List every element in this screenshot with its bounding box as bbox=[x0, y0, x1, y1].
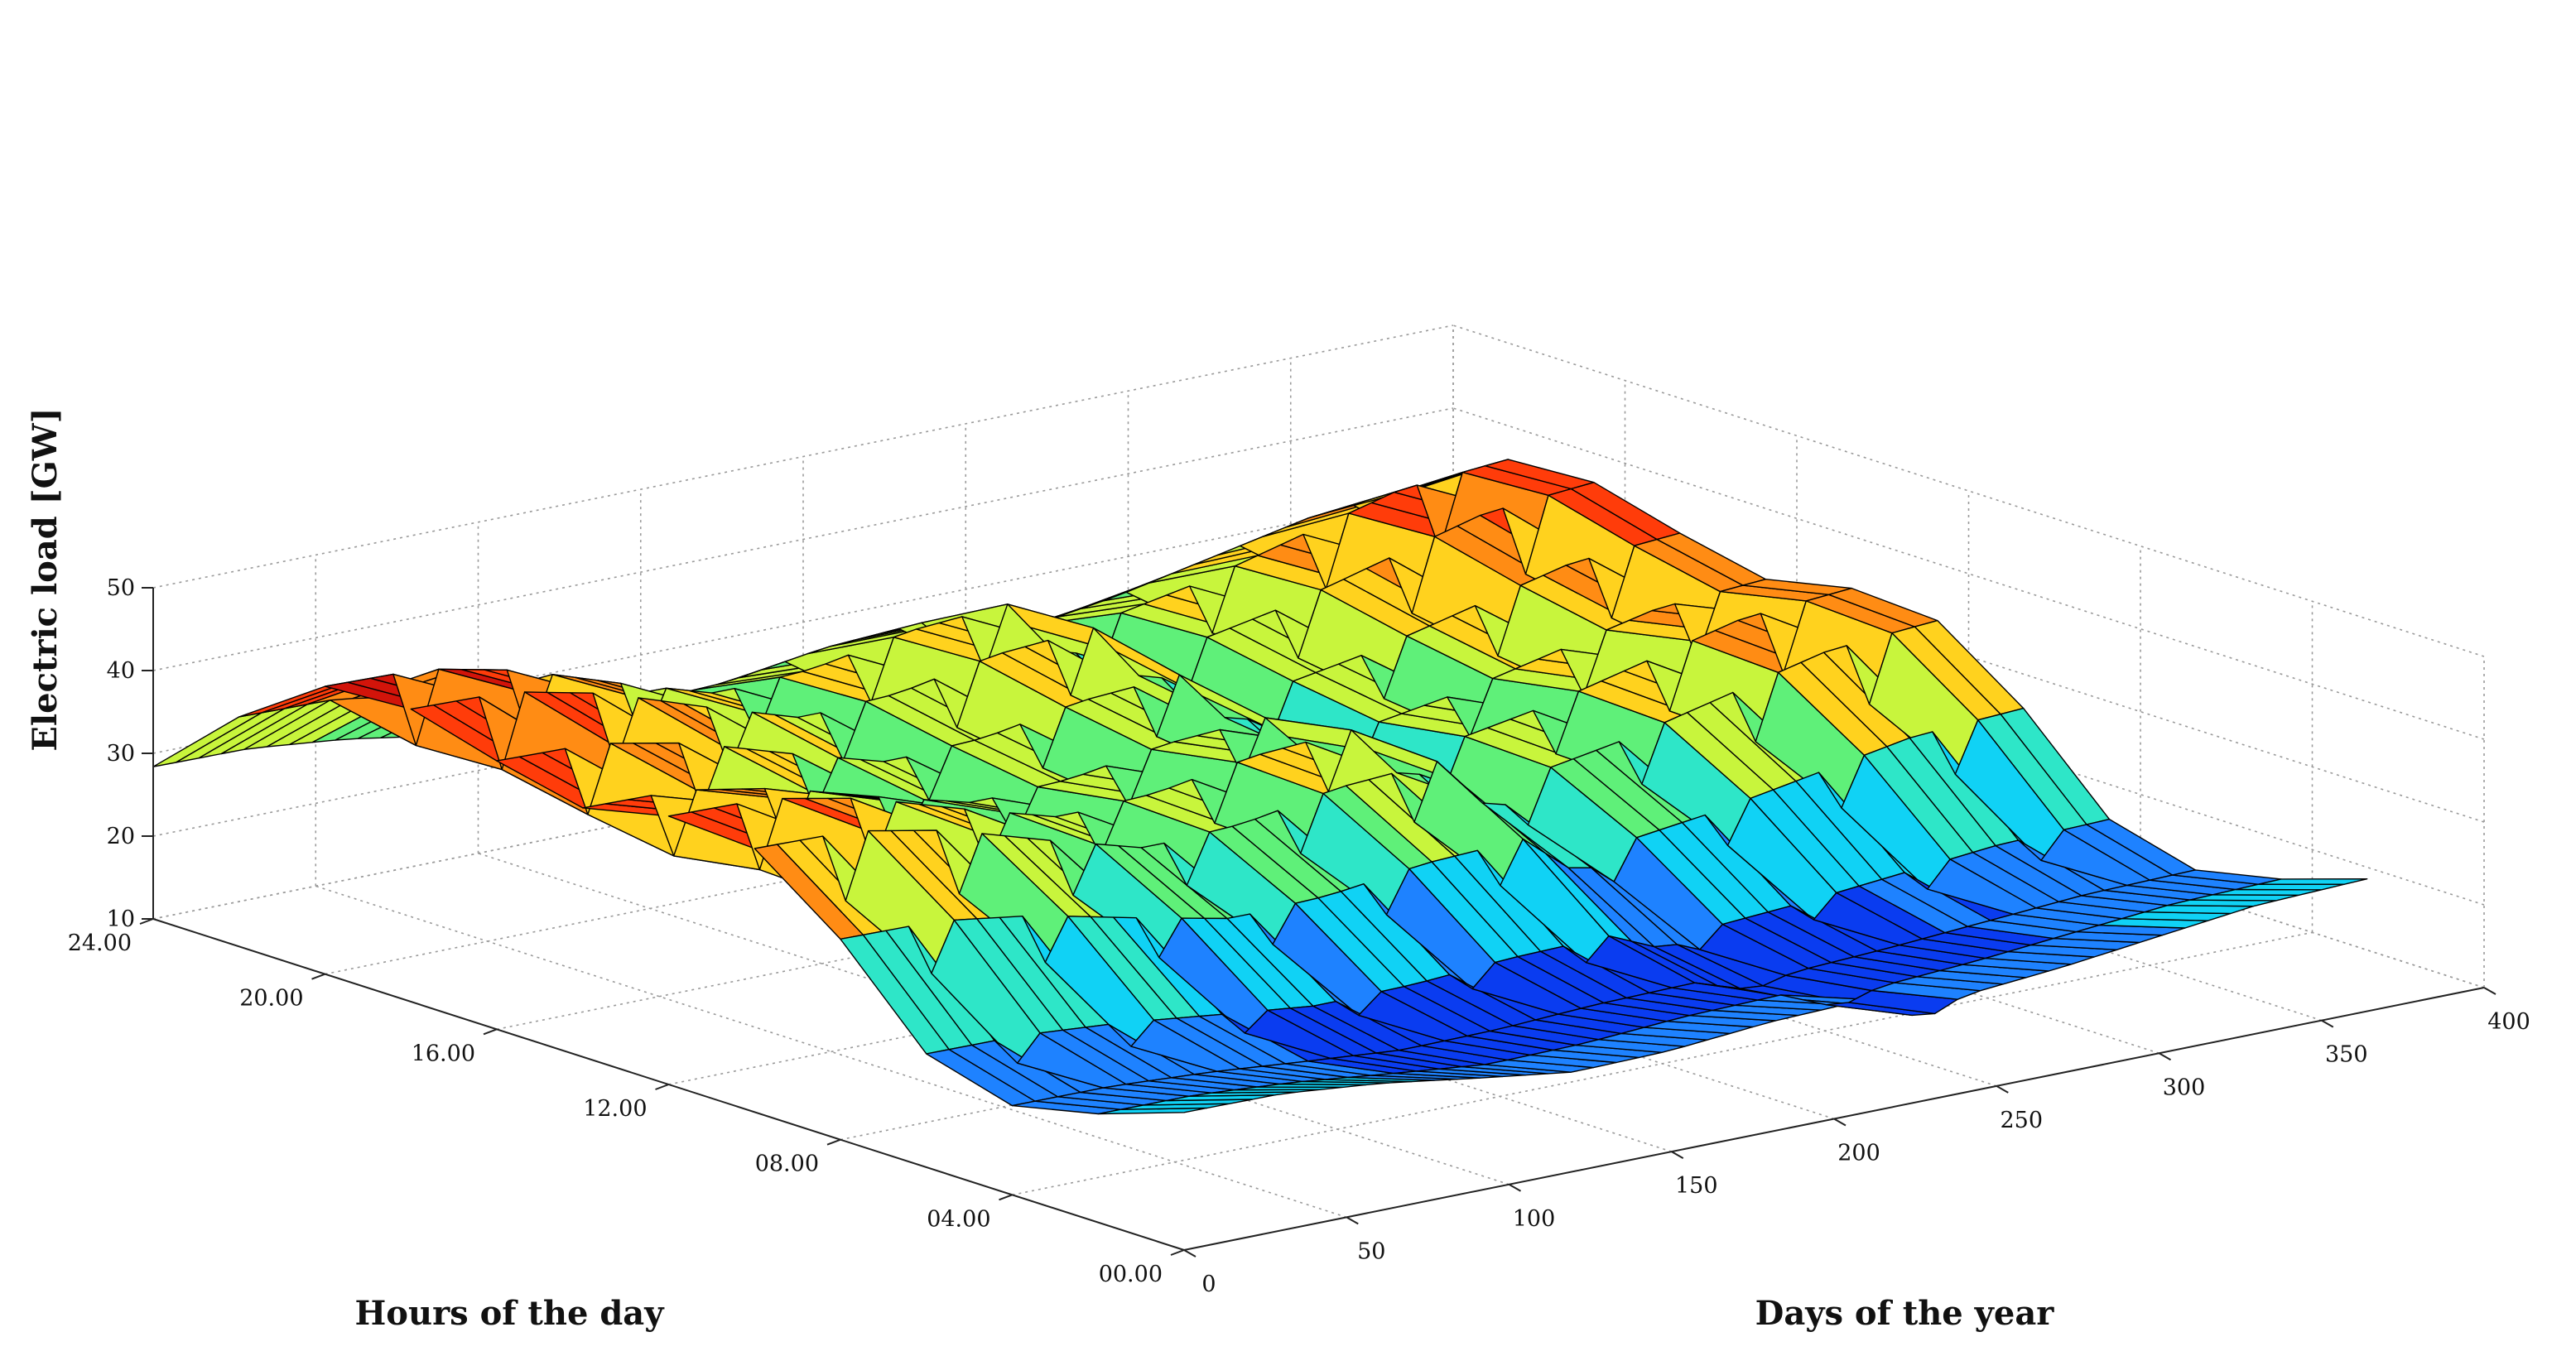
x-tick-mark bbox=[1509, 1183, 1521, 1192]
y-tick-mark bbox=[655, 1084, 669, 1090]
y-tick-label: 16.00 bbox=[412, 1041, 475, 1066]
x-tick-mark bbox=[1833, 1118, 1847, 1127]
y-tick-label: 20.00 bbox=[239, 986, 303, 1012]
axes-layer bbox=[139, 587, 2497, 1257]
y-axis-title: Hours of the day bbox=[355, 1294, 666, 1333]
y-tick-label: 12.00 bbox=[583, 1096, 647, 1122]
x-tick-label: 100 bbox=[1513, 1206, 1556, 1232]
y-tick-mark bbox=[483, 1028, 498, 1036]
x-axis-title: Days of the year bbox=[1755, 1294, 2055, 1333]
x-tick-label: 50 bbox=[1357, 1238, 1385, 1264]
y-tick-label: 08.00 bbox=[755, 1152, 819, 1177]
x-tick-label: 150 bbox=[1675, 1173, 1718, 1199]
x-tick-label: 300 bbox=[2163, 1075, 2206, 1100]
x-tick-mark bbox=[1346, 1216, 1359, 1225]
x-tick-label: 350 bbox=[2325, 1042, 2368, 1068]
x-tick-mark bbox=[2321, 1019, 2334, 1028]
x-tick-label: 250 bbox=[2000, 1108, 2043, 1133]
y-tick-mark bbox=[1170, 1249, 1185, 1256]
x-tick-mark bbox=[1996, 1085, 2009, 1094]
right-wall-gridline bbox=[1452, 407, 2485, 740]
right-wall-gridline bbox=[1452, 325, 2485, 657]
y-tick-mark bbox=[311, 973, 325, 980]
x-tick-mark bbox=[1671, 1151, 1684, 1159]
x-tick-label: 400 bbox=[2487, 1009, 2530, 1035]
y-tick-label: 00.00 bbox=[1099, 1262, 1163, 1287]
floor-gridline bbox=[315, 885, 1347, 1219]
y-tick-label: 24.00 bbox=[68, 930, 132, 956]
floor-gridline bbox=[478, 852, 1509, 1185]
z-axis-title: Electric load [GW] bbox=[26, 407, 65, 751]
y-tick-mark bbox=[999, 1194, 1013, 1201]
surface-layer bbox=[152, 459, 2368, 1115]
y-tick-mark bbox=[826, 1138, 841, 1146]
z-tick-label: 40 bbox=[107, 658, 135, 684]
x-tick-mark bbox=[2159, 1052, 2171, 1061]
back-wall-gridline bbox=[152, 407, 1454, 671]
z-tick-label: 10 bbox=[107, 906, 135, 932]
back-wall-gridline bbox=[152, 325, 1454, 589]
tick-layer: 0 50 100 150 200 250 300 350 400 00.00 04.00 08.00 1… bbox=[68, 575, 2530, 1297]
z-tick-label: 20 bbox=[107, 824, 135, 849]
x-tick-label: 200 bbox=[1837, 1141, 1880, 1166]
x-tick-label: 0 bbox=[1201, 1272, 1216, 1297]
z-tick-label: 30 bbox=[107, 741, 135, 767]
z-tick-label: 50 bbox=[107, 575, 135, 601]
surface-facet bbox=[2257, 878, 2368, 885]
x-tick-mark bbox=[2483, 987, 2497, 995]
x-tick-mark bbox=[1183, 1249, 1197, 1257]
y-tick-label: 04.00 bbox=[927, 1206, 990, 1232]
